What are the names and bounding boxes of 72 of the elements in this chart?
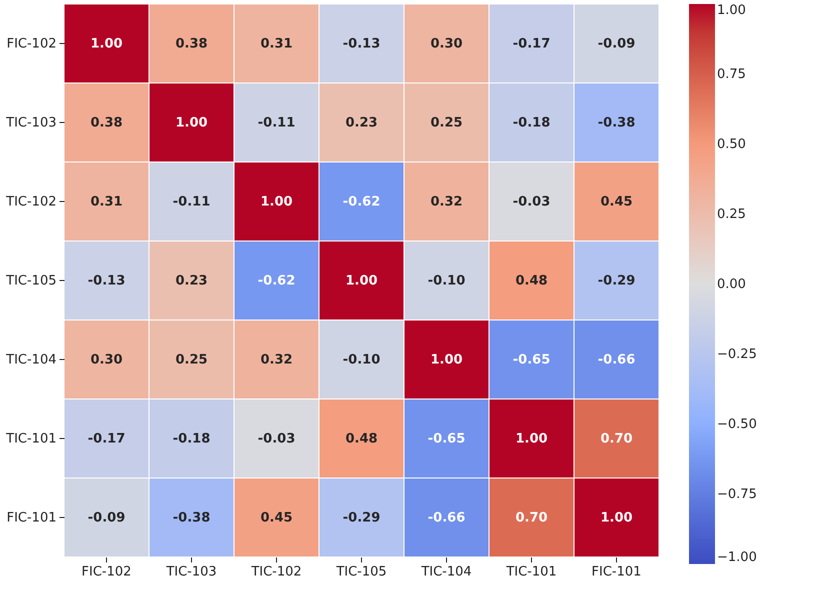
color-bar-label: 1.00	[717, 3, 746, 18]
color-bar-label: 0.25	[717, 207, 746, 222]
x-tick-label: FIC-102	[82, 564, 132, 580]
data-label: -0.29	[342, 510, 380, 526]
data-label: 1.00	[260, 194, 293, 210]
data-label: 1.00	[175, 116, 208, 130]
data-label: -0.17	[88, 432, 126, 446]
y-tick-label: TIC-105	[5, 274, 56, 288]
data-label: 0.48	[345, 432, 378, 446]
y-tick-label: TIC-101	[5, 432, 56, 446]
data-label: -0.17	[512, 36, 550, 52]
x-tick-label: TIC-102	[250, 564, 302, 580]
x-tick-label: TIC-101	[505, 564, 557, 580]
data-label: -0.03	[258, 432, 296, 446]
data-label: -0.09	[598, 36, 636, 52]
y-tick-label: TIC-104	[5, 352, 56, 368]
data-label: -0.10	[428, 274, 466, 288]
data-label: -0.66	[598, 352, 636, 368]
data-label: 0.23	[175, 274, 208, 288]
data-label: 0.32	[260, 352, 293, 368]
data-label: 0.70	[600, 432, 633, 446]
data-label: 0.23	[345, 116, 378, 130]
data-label: 0.38	[175, 36, 208, 52]
data-label: 0.70	[515, 510, 548, 526]
data-label: 0.45	[260, 510, 293, 526]
data-label: -0.13	[88, 274, 126, 288]
data-label: -0.66	[428, 510, 466, 526]
data-label: 0.30	[90, 352, 123, 368]
data-label: -0.38	[598, 116, 636, 130]
y-tick-label: FIC-101	[6, 510, 56, 526]
data-label: 1.00	[345, 274, 378, 288]
data-label: -0.18	[512, 116, 550, 130]
x-tick-label: TIC-104	[420, 564, 472, 580]
data-label: -0.18	[172, 432, 210, 446]
x-tick-label: FIC-101	[592, 564, 642, 580]
data-label: 0.38	[90, 116, 123, 130]
y-tick-label: TIC-103	[5, 116, 56, 130]
data-label: -0.62	[258, 274, 296, 288]
y-tick-label: FIC-102	[6, 36, 56, 52]
data-label: -0.65	[428, 432, 466, 446]
color-bar-label: 0.75	[717, 67, 746, 82]
color-bar-label: −1.00	[717, 550, 757, 565]
data-label: 1.00	[515, 432, 548, 446]
data-label: 1.00	[430, 352, 463, 368]
data-label: 0.31	[90, 194, 123, 210]
data-label: -0.29	[598, 274, 636, 288]
data-label: -0.11	[172, 194, 210, 210]
x-tick-label: TIC-105	[335, 564, 387, 580]
data-label: -0.38	[172, 510, 210, 526]
color-bar-label: 0.00	[717, 277, 746, 292]
color-bar-label: 0.50	[717, 137, 746, 152]
data-label: 0.48	[515, 274, 548, 288]
data-label: 0.32	[430, 194, 463, 210]
data-label: 0.30	[430, 36, 463, 52]
x-tick-label: TIC-103	[165, 564, 217, 580]
data-label: -0.09	[88, 510, 126, 526]
data-label: -0.65	[512, 352, 550, 368]
data-label: 0.25	[175, 352, 208, 368]
data-label: -0.03	[512, 194, 550, 210]
data-label: -0.11	[258, 116, 296, 130]
color-bar-label: −0.50	[717, 417, 757, 432]
data-label: -0.10	[342, 352, 380, 368]
data-label: 0.45	[600, 194, 633, 210]
data-label: -0.62	[342, 194, 380, 210]
y-tick-label: TIC-102	[5, 194, 56, 210]
data-label: 1.00	[90, 36, 123, 52]
data-label: -0.13	[342, 36, 380, 52]
data-label: 0.31	[260, 36, 293, 52]
color-bar-label: −0.75	[717, 487, 757, 502]
color-bar-label: −0.25	[717, 347, 757, 362]
data-label: 1.00	[600, 510, 633, 526]
data-label: 0.25	[430, 116, 463, 130]
